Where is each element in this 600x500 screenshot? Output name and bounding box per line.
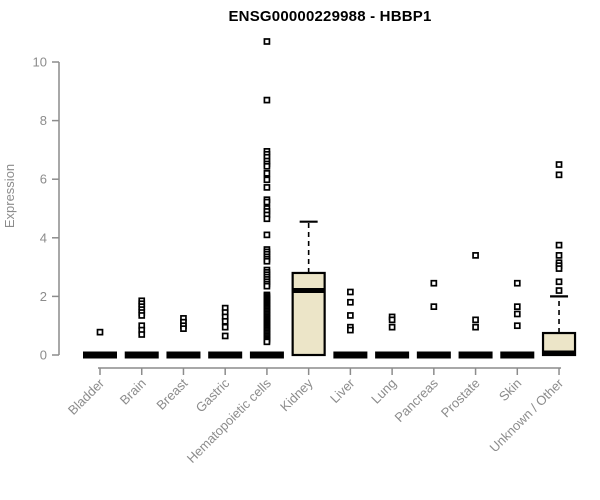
y-axis-title: Expression (2, 164, 17, 228)
collapsed-box-prostate (458, 351, 493, 359)
chart-title: ENSG00000229988 - HBBP1 (228, 8, 432, 25)
y-tick-label: 8 (40, 113, 47, 128)
outlier-point-skin (513, 322, 521, 330)
outlier-point-skin (513, 310, 521, 318)
outlier-point-liver (347, 326, 354, 334)
x-tick-label-unknown-other: Unknown / Other (487, 375, 567, 455)
collapsed-box-brain (124, 351, 159, 359)
box-group-lung (375, 313, 410, 359)
box-group-prostate (458, 252, 493, 359)
outlier-point-pancreas (430, 279, 438, 287)
collapsed-box-breast (166, 351, 201, 359)
outlier-point-lung (388, 316, 396, 324)
box-group-hematopoietic-cells (249, 38, 284, 359)
outlier-point-hematopoietic-cells (263, 184, 271, 191)
outlier-point-unknown-other (555, 171, 563, 179)
box-group-kidney (291, 220, 326, 357)
outlier-point-gastric (221, 323, 229, 331)
y-tick-label: 0 (40, 348, 47, 363)
collapsed-box-lung (375, 351, 410, 359)
outlier-point-brain (138, 312, 146, 319)
y-tick-label: 10 (33, 55, 47, 70)
collapsed-box-liver (333, 351, 368, 359)
y-tick-label: 2 (40, 289, 47, 304)
outlier-point-brain (138, 331, 146, 338)
outlier-point-hematopoietic-cells (263, 176, 271, 184)
outlier-point-hematopoietic-cells (263, 96, 271, 104)
x-tick-label-skin: Skin (496, 376, 524, 404)
box-group-brain (124, 297, 159, 359)
outlier-point-skin (513, 303, 521, 311)
outlier-point-pancreas (430, 303, 438, 311)
collapsed-box-skin (500, 351, 535, 359)
outlier-point-unknown-other (555, 265, 563, 272)
outlier-point-prostate (472, 316, 479, 324)
box-group-skin (500, 279, 535, 359)
outlier-point-hematopoietic-cells (263, 257, 271, 265)
outlier-point-prostate (472, 252, 479, 259)
box-group-gastric (208, 304, 243, 359)
outlier-point-skin (513, 279, 521, 287)
outlier-point-hematopoietic-cells (263, 198, 271, 206)
outlier-point-gastric (221, 332, 229, 340)
outlier-point-gastric (221, 317, 229, 325)
outlier-point-prostate (472, 323, 479, 331)
outlier-point-hematopoietic-cells (263, 169, 271, 177)
outlier-point-liver (347, 288, 354, 296)
outlier-point-unknown-other (555, 161, 563, 168)
x-tick-label-pancreas: Pancreas (392, 375, 442, 425)
box-group-breast (166, 315, 201, 359)
outlier-point-hematopoietic-cells (263, 162, 271, 170)
x-tick-label-breast: Breast (153, 375, 190, 412)
x-tick-label-brain: Brain (117, 376, 149, 408)
y-tick-label: 4 (40, 230, 47, 245)
x-tick-label-bladder: Bladder (65, 375, 108, 418)
collapsed-box-hematopoietic-cells (249, 351, 284, 359)
outlier-point-liver (347, 298, 354, 306)
outlier-point-hematopoietic-cells (263, 38, 271, 45)
outlier-point-unknown-other (555, 278, 563, 286)
outlier-point-liver (347, 312, 354, 319)
y-tick-label: 6 (40, 172, 47, 187)
box-group-unknown-other (541, 161, 577, 357)
box-group-liver (333, 288, 368, 359)
outlier-point-hematopoietic-cells (263, 282, 271, 290)
collapsed-box-pancreas (416, 351, 451, 359)
x-tick-label-lung: Lung (368, 376, 399, 407)
outlier-point-lung (388, 323, 396, 331)
x-tick-label-prostate: Prostate (438, 376, 483, 421)
outlier-point-breast (180, 325, 187, 332)
x-tick-label-liver: Liver (327, 375, 358, 406)
outlier-point-hematopoietic-cells (263, 215, 271, 223)
box-group-bladder (83, 328, 117, 359)
box-kidney (291, 271, 326, 357)
outlier-point-unknown-other (555, 287, 563, 294)
outlier-point-unknown-other (555, 252, 563, 259)
outlier-point-hematopoietic-cells (263, 231, 271, 239)
collapsed-box-bladder (83, 351, 117, 359)
x-tick-label-kidney: Kidney (277, 375, 316, 414)
outlier-point-hematopoietic-cells (263, 338, 271, 346)
x-tick-label-gastric: Gastric (193, 375, 233, 415)
outlier-point-unknown-other (555, 241, 563, 249)
collapsed-box-gastric (208, 351, 243, 359)
outlier-point-bladder (96, 328, 104, 336)
box-group-pancreas (416, 279, 451, 359)
